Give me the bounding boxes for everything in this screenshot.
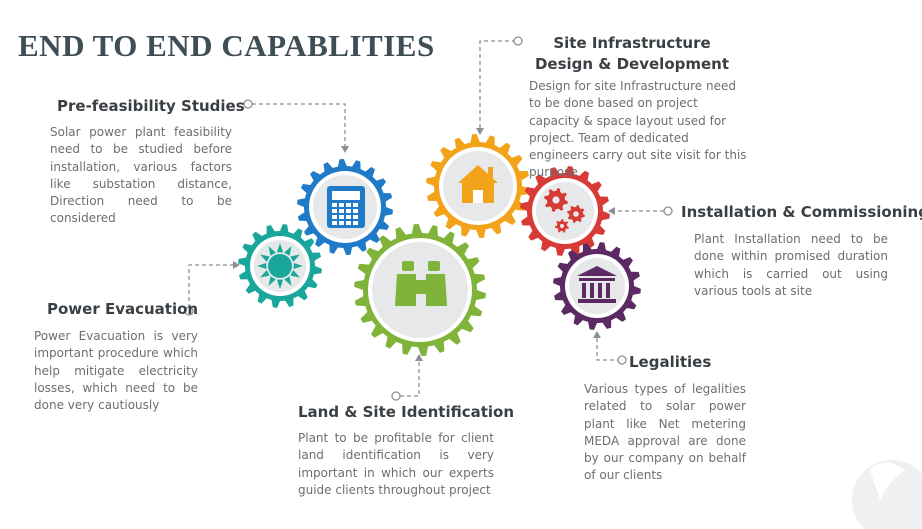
land-site-heading: Land & Site Identification (298, 403, 515, 421)
arrowheads (233, 128, 615, 361)
connector-prefeasibility (252, 103, 346, 146)
calculator-icon (327, 186, 365, 228)
power-evacuation-heading: Power Evacuation (47, 300, 199, 318)
connector-site-infra (479, 40, 516, 128)
page-title: END TO END CAPABLITIES (18, 28, 435, 63)
gear-installation (520, 166, 610, 256)
house-icon (458, 165, 498, 203)
gears-icon (544, 188, 585, 233)
land-site-body: Plant to be profitable for client land i… (298, 431, 494, 497)
connector-ends (184, 36, 673, 401)
connectors (188, 40, 664, 397)
connector-legalities (596, 338, 621, 361)
legalities-heading: Legalities (629, 353, 712, 371)
installation-heading: Installation & Commissioning (681, 203, 922, 221)
power-evacuation-body: Power Evacuation is very important proce… (34, 329, 198, 413)
site-infra-heading: Site Infrastructure Design & Development (534, 34, 730, 73)
connector-power-evacuation (188, 264, 233, 308)
binoculars-icon (395, 261, 447, 306)
legalities-body: Various types of legalities related to s… (584, 382, 746, 483)
sun-icon (257, 243, 303, 289)
site-infra-body: Design for site Infrastructure need to b… (529, 79, 747, 180)
prefeasibility-body: Solar power plant feasibility need to be… (50, 125, 232, 226)
gear-legalities (553, 242, 641, 330)
installation-body: Plant Installation need to be done withi… (694, 232, 888, 298)
bank-icon (577, 266, 617, 303)
prefeasibility-heading: Pre-feasibility Studies (57, 97, 245, 115)
connector-land-site (400, 361, 420, 397)
watermark-logo (852, 460, 922, 529)
